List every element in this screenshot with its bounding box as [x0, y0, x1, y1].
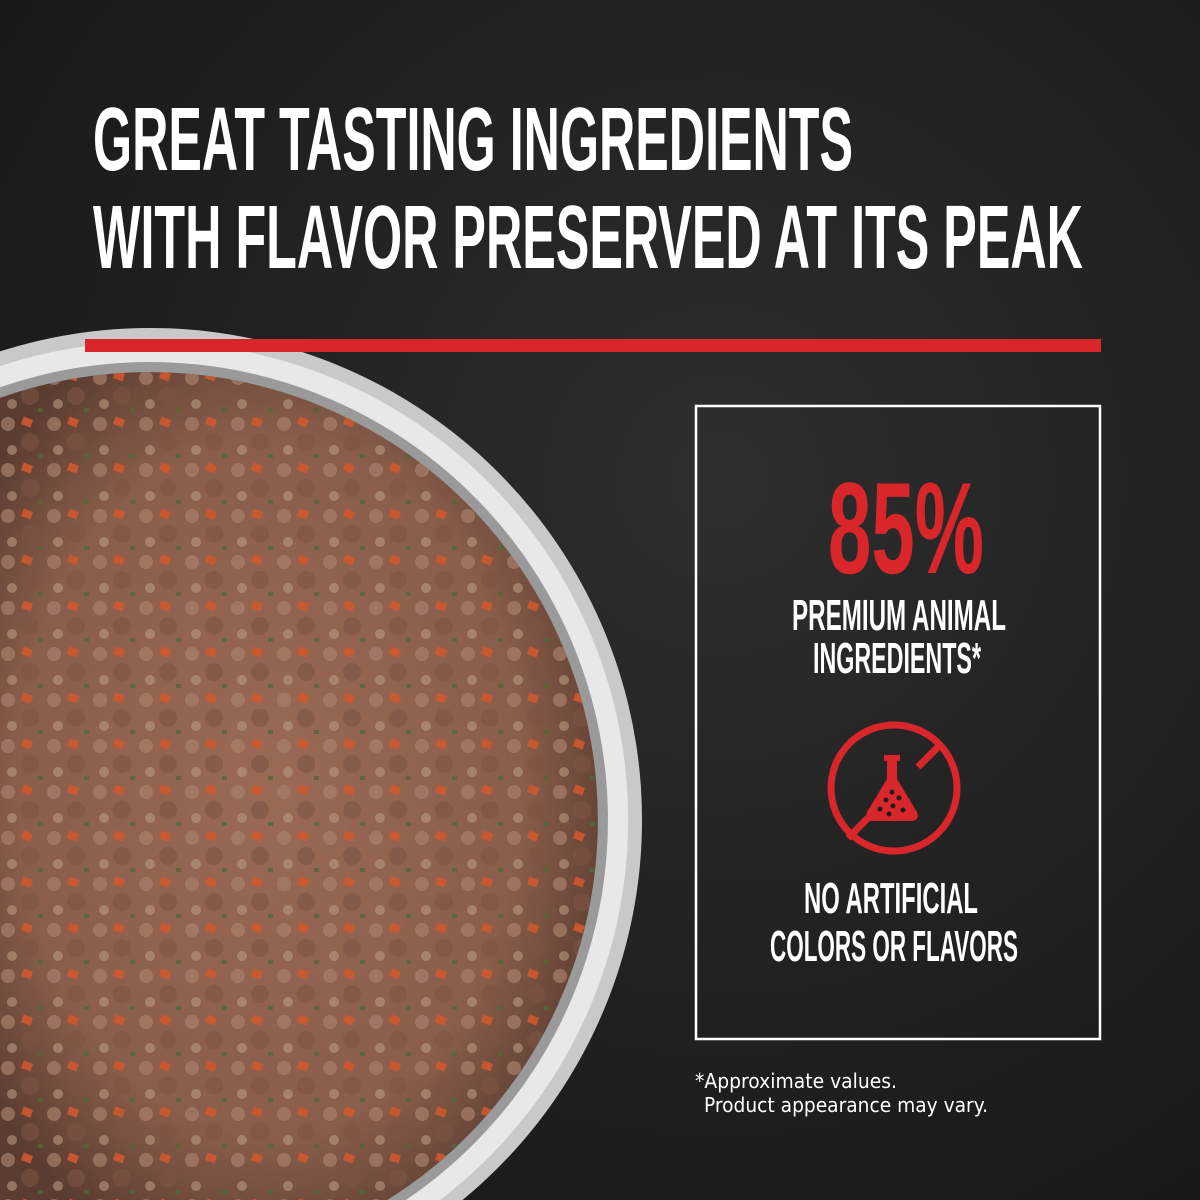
claim-line-1: NO ARTIFICIAL	[804, 874, 978, 923]
percent-label-line-1: PREMIUM ANIMAL	[792, 591, 1006, 640]
bowl-food-chunks	[0, 372, 598, 1200]
red-divider	[85, 339, 1101, 352]
headline-line-1: GREAT TASTING INGREDIENTS	[93, 90, 853, 190]
claim-line-2: COLORS OR FLAVORS	[770, 922, 1018, 971]
percent-label-line-2: INGREDIENTS*	[813, 634, 981, 683]
percent-stat: 85%	[828, 455, 984, 601]
stats-box-frame	[694, 404, 1102, 1041]
footnote-line-1: *Approximate values.	[695, 1069, 897, 1093]
headline-line-2: WITH FLAVOR PRESERVED AT ITS PEAK	[93, 188, 1083, 288]
no-artificial-flask-icon	[827, 721, 961, 855]
food-bowl-image	[0, 327, 643, 1200]
footnote-line-2: Product appearance may vary.	[704, 1093, 988, 1117]
